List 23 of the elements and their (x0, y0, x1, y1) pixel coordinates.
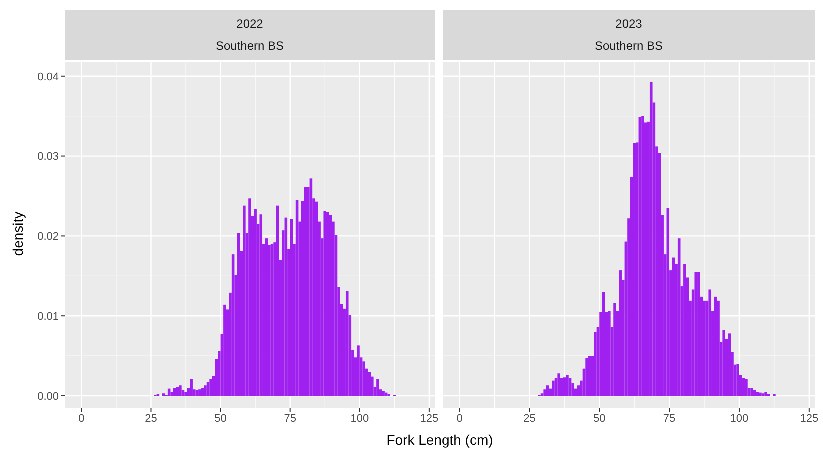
y-tick-label: 0.00 (38, 390, 59, 403)
x-tick-label: 25 (524, 412, 536, 425)
x-tick-label: 100 (730, 412, 749, 425)
chart-subtitle: Southern BS (214, 39, 286, 53)
x-tick-label: 50 (594, 412, 606, 425)
x-tick-label: 50 (214, 412, 227, 425)
x-tick-label: 25 (145, 412, 158, 425)
chart-title: 2023 (614, 17, 644, 31)
x-tick-label: 75 (663, 412, 676, 425)
chart-title: 2022 (236, 17, 264, 31)
y-axis-title: density (10, 210, 26, 258)
x-tick-label: 125 (800, 412, 819, 425)
x-tick-label: 0 (456, 412, 463, 425)
x-tick-label: 100 (350, 412, 370, 425)
y-tick-label: 0.04 (38, 71, 59, 84)
chart-subtitle: Southern BS (594, 39, 664, 53)
x-tick-label: 0 (78, 412, 85, 425)
x-tick-label: 125 (420, 412, 439, 425)
y-tick-label: 0.01 (38, 311, 59, 324)
x-tick-label: 75 (284, 412, 296, 425)
x-axis-title: Fork Length (cm) (386, 432, 494, 448)
y-tick-label: 0.03 (38, 151, 59, 164)
y-tick-label: 0.02 (38, 231, 59, 244)
